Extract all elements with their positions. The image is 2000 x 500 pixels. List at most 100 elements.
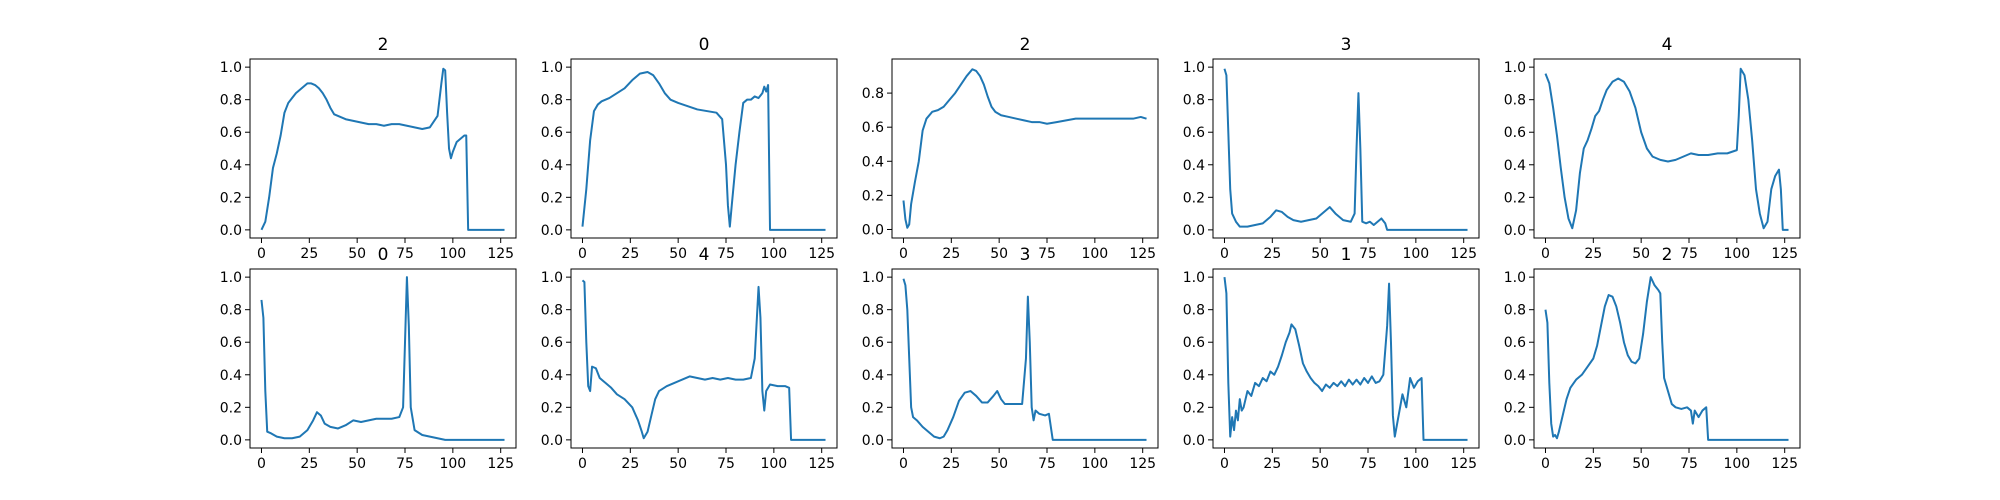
y-tick-label: 0.6 (220, 335, 242, 351)
y-tick-label: 1.0 (220, 60, 242, 76)
subplot-title: 2 (378, 35, 389, 55)
plot-frame (1533, 58, 1801, 239)
y-tick-label: 0.2 (541, 190, 563, 206)
x-tick-label: 50 (1632, 456, 1650, 472)
x-tick-label: 0 (1220, 456, 1229, 472)
series-line (581, 71, 826, 231)
x-tick-label: 100 (439, 456, 466, 472)
plot-frame (1212, 268, 1480, 449)
subplot-title: 2 (1662, 245, 1673, 265)
x-tick-label: 75 (717, 246, 735, 262)
y-tick-label: 0.8 (1504, 93, 1526, 109)
subplot-5: 4 0 25 50 75 100 125 0.0 0.2 0.4 0.6 0.8 1.0 (1504, 35, 1801, 262)
series-line (902, 68, 1147, 229)
x-tick-label: 100 (1081, 456, 1108, 472)
y-tick-label: 0.0 (541, 223, 563, 239)
x-tick-label: 125 (1129, 246, 1156, 262)
x-tick-label: 50 (990, 246, 1008, 262)
series-line (1223, 277, 1468, 441)
subplot-title: 4 (699, 245, 710, 265)
x-tick-label: 100 (1402, 456, 1429, 472)
x-tick-label: 0 (1541, 246, 1550, 262)
y-tick-label: 0.6 (862, 335, 884, 351)
y-tick-label: 0.0 (1504, 433, 1526, 449)
y-tick-label: 0.6 (1183, 335, 1205, 351)
x-tick-label: 125 (1450, 456, 1477, 472)
x-tick-label: 0 (257, 456, 266, 472)
y-tick-label: 0.8 (541, 93, 563, 109)
plot-frame (1533, 268, 1801, 449)
plot-frame (249, 58, 517, 239)
y-tick-label: 0.4 (1504, 368, 1526, 384)
x-tick-label: 75 (1359, 246, 1377, 262)
y-tick-label: 0.4 (862, 368, 884, 384)
x-tick-label: 75 (717, 456, 735, 472)
y-tick-label: 0.8 (862, 303, 884, 319)
x-tick-label: 25 (942, 456, 960, 472)
y-tick-label: 0.6 (1504, 335, 1526, 351)
y-tick-label: 0.2 (1183, 400, 1205, 416)
plot-frame (891, 58, 1159, 239)
plot-frame (570, 268, 838, 449)
series-line (1223, 68, 1468, 231)
y-tick-label: 0.6 (1504, 125, 1526, 141)
x-tick-label: 75 (1038, 246, 1056, 262)
x-tick-label: 25 (1584, 246, 1602, 262)
subplot-title: 3 (1341, 35, 1352, 55)
x-tick-label: 0 (899, 246, 908, 262)
y-tick-label: 1.0 (541, 60, 563, 76)
y-tick-label: 0.0 (541, 433, 563, 449)
y-tick-label: 0.4 (220, 158, 242, 174)
subplot-7: 4 0 25 50 75 100 125 0.0 0.2 0.4 0.6 0.8 1.0 (541, 245, 838, 472)
subplot-3: 2 0 25 50 75 100 125 0.0 0.2 0.4 0.6 0.8 (862, 35, 1159, 262)
y-tick-label: 0.2 (1183, 190, 1205, 206)
plot-frame (249, 268, 517, 449)
subplot-title: 0 (378, 245, 389, 265)
x-tick-label: 50 (1311, 246, 1329, 262)
x-tick-label: 125 (1450, 246, 1477, 262)
series-line (581, 279, 826, 441)
y-tick-label: 0.8 (1183, 93, 1205, 109)
y-tick-label: 0.2 (220, 400, 242, 416)
x-tick-label: 100 (760, 246, 787, 262)
subplot-4: 3 0 25 50 75 100 125 0.0 0.2 0.4 0.6 0.8 1.0 (1183, 35, 1480, 262)
y-tick-label: 0.0 (220, 223, 242, 239)
x-tick-label: 100 (1723, 246, 1750, 262)
series-line (1544, 276, 1789, 441)
series-line (1544, 67, 1789, 231)
subplot-title: 4 (1662, 35, 1673, 55)
subplot-title: 3 (1020, 245, 1031, 265)
y-tick-label: 0.6 (1183, 125, 1205, 141)
x-tick-label: 100 (760, 456, 787, 472)
y-tick-label: 0.2 (220, 190, 242, 206)
y-tick-label: 0.6 (541, 125, 563, 141)
x-tick-label: 75 (1680, 246, 1698, 262)
y-tick-label: 0.6 (541, 335, 563, 351)
y-tick-label: 0.8 (220, 93, 242, 109)
y-tick-label: 0.4 (541, 368, 563, 384)
y-tick-label: 0.2 (1504, 400, 1526, 416)
y-tick-label: 0.4 (1504, 158, 1526, 174)
x-tick-label: 25 (300, 246, 318, 262)
y-tick-label: 0.0 (862, 433, 884, 449)
x-tick-label: 50 (669, 246, 687, 262)
y-tick-label: 0.8 (220, 303, 242, 319)
x-tick-label: 125 (487, 456, 514, 472)
x-tick-label: 100 (1402, 246, 1429, 262)
y-tick-label: 1.0 (1504, 270, 1526, 286)
subplot-2: 0 0 25 50 75 100 125 0.0 0.2 0.4 0.6 0.8 1.0 (541, 35, 838, 262)
subplot-10: 2 0 25 50 75 100 125 0.0 0.2 0.4 0.6 0.8 1.0 (1504, 245, 1801, 472)
y-tick-label: 0.2 (862, 188, 884, 204)
x-tick-label: 50 (1632, 246, 1650, 262)
y-tick-label: 0.4 (220, 368, 242, 384)
x-tick-label: 0 (1541, 456, 1550, 472)
subplot-title: 1 (1341, 245, 1352, 265)
x-tick-label: 50 (669, 456, 687, 472)
subplot-title: 0 (699, 35, 710, 55)
y-tick-label: 0.4 (1183, 158, 1205, 174)
subplot-title: 2 (1020, 35, 1031, 55)
x-tick-label: 25 (621, 456, 639, 472)
x-tick-label: 125 (1771, 246, 1798, 262)
y-tick-label: 1.0 (1183, 270, 1205, 286)
